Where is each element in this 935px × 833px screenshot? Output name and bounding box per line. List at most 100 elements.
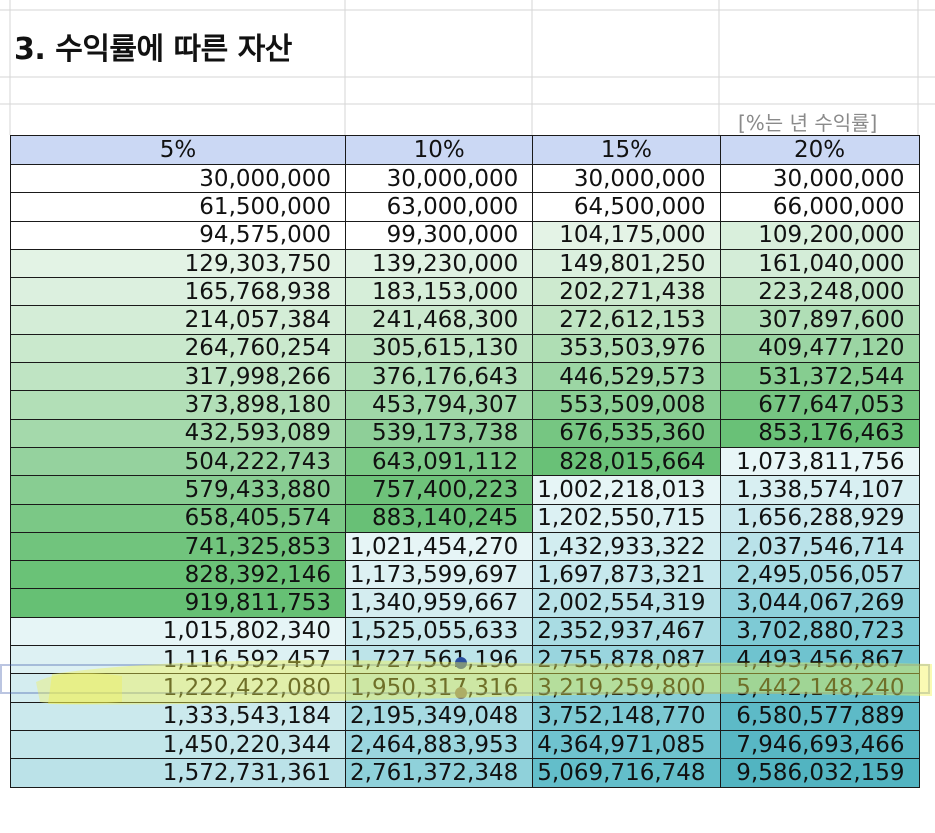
selection-handle-bottom[interactable] bbox=[455, 687, 467, 699]
table-cell[interactable]: 2,755,878,087 bbox=[532, 645, 721, 675]
table-cell[interactable]: 99,300,000 bbox=[344, 220, 534, 250]
header-cell-10pct[interactable]: 10% bbox=[344, 135, 534, 165]
table-cell[interactable]: 214,057,384 bbox=[10, 305, 346, 335]
table-cell[interactable]: 1,002,218,013 bbox=[532, 475, 721, 505]
table-cell[interactable]: 149,801,250 bbox=[532, 248, 721, 279]
table-cell[interactable]: 61,500,000 bbox=[10, 192, 346, 222]
table-cell[interactable]: 223,248,000 bbox=[719, 277, 920, 307]
table-cell[interactable]: 317,998,266 bbox=[10, 362, 346, 392]
table-cell[interactable]: 2,464,883,953 bbox=[344, 729, 534, 760]
table-cell[interactable]: 307,897,600 bbox=[719, 305, 920, 335]
table-cell[interactable]: 305,615,130 bbox=[344, 333, 534, 364]
table-cell[interactable]: 2,195,349,048 bbox=[344, 701, 534, 731]
table-cell[interactable]: 1,173,599,697 bbox=[344, 560, 534, 590]
table-cell[interactable]: 919,811,753 bbox=[10, 588, 346, 618]
table-row: 1,572,731,361 2,761,372,348 5,069,716,748 9… bbox=[10, 758, 920, 788]
table-cell[interactable]: 30,000,000 bbox=[10, 163, 346, 194]
table-row: 1,116,592,457 1,727,561,196 2,755,878,087 4… bbox=[10, 645, 920, 675]
header-cell-15pct[interactable]: 15% bbox=[532, 135, 721, 165]
table-cell[interactable]: 2,352,937,467 bbox=[532, 616, 721, 647]
table-cell[interactable]: 241,468,300 bbox=[344, 305, 534, 335]
table-cell[interactable]: 757,400,223 bbox=[344, 475, 534, 505]
rate-note: [%는 년 수익률] bbox=[738, 111, 878, 135]
table-cell[interactable]: 432,593,089 bbox=[10, 418, 346, 448]
table-cell[interactable]: 30,000,000 bbox=[344, 163, 534, 194]
table-cell[interactable]: 504,222,743 bbox=[10, 446, 346, 477]
table-cell[interactable]: 63,000,000 bbox=[344, 192, 534, 222]
table-cell[interactable]: 553,509,008 bbox=[532, 390, 721, 420]
table-cell[interactable]: 3,219,259,800 bbox=[532, 673, 721, 703]
table-cell[interactable]: 539,173,738 bbox=[344, 418, 534, 448]
table-cell[interactable]: 3,702,880,723 bbox=[719, 616, 920, 647]
table-cell[interactable]: 1,727,561,196 bbox=[344, 645, 534, 675]
table-cell[interactable]: 1,697,873,321 bbox=[532, 560, 721, 590]
table-cell[interactable]: 1,950,317,316 bbox=[344, 673, 534, 703]
table-cell[interactable]: 376,176,643 bbox=[344, 362, 534, 392]
table-cell[interactable]: 883,140,245 bbox=[344, 503, 534, 533]
table-cell[interactable]: 1,450,220,344 bbox=[10, 729, 346, 760]
table-cell[interactable]: 129,303,750 bbox=[10, 248, 346, 279]
table-cell[interactable]: 1,021,454,270 bbox=[344, 531, 534, 562]
table-cell[interactable]: 1,116,592,457 bbox=[10, 645, 346, 675]
table-cell[interactable]: 7,946,693,466 bbox=[719, 729, 920, 760]
table-cell[interactable]: 2,761,372,348 bbox=[344, 758, 534, 788]
table-cell[interactable]: 4,493,456,867 bbox=[719, 645, 920, 675]
table-cell[interactable]: 66,000,000 bbox=[719, 192, 920, 222]
table-cell[interactable]: 264,760,254 bbox=[10, 333, 346, 364]
table-cell[interactable]: 828,392,146 bbox=[10, 560, 346, 590]
table-cell[interactable]: 409,477,120 bbox=[719, 333, 920, 364]
table-cell[interactable]: 531,372,544 bbox=[719, 362, 920, 392]
table-cell[interactable]: 828,015,664 bbox=[532, 446, 721, 477]
table-cell[interactable]: 1,333,543,184 bbox=[10, 701, 346, 731]
table-cell[interactable]: 658,405,574 bbox=[10, 503, 346, 533]
table-cell[interactable]: 373,898,180 bbox=[10, 390, 346, 420]
table-cell[interactable]: 94,575,000 bbox=[10, 220, 346, 250]
table-cell[interactable]: 1,015,802,340 bbox=[10, 616, 346, 647]
table-cell[interactable]: 6,580,577,889 bbox=[719, 701, 920, 731]
table-cell[interactable]: 579,433,880 bbox=[10, 475, 346, 505]
table-cell[interactable]: 202,271,438 bbox=[532, 277, 721, 307]
table-cell[interactable]: 5,069,716,748 bbox=[532, 758, 721, 788]
table-cell[interactable]: 1,340,959,667 bbox=[344, 588, 534, 618]
table-cell[interactable]: 4,364,971,085 bbox=[532, 729, 721, 760]
header-cell-5pct[interactable]: 5% bbox=[10, 135, 346, 165]
table-cell[interactable]: 5,442,148,240 bbox=[719, 673, 920, 703]
table-cell[interactable]: 1,202,550,715 bbox=[532, 503, 721, 533]
table-row: 741,325,853 1,021,454,270 1,432,933,322 2,0… bbox=[10, 531, 920, 562]
table-cell[interactable]: 453,794,307 bbox=[344, 390, 534, 420]
table-cell[interactable]: 272,612,153 bbox=[532, 305, 721, 335]
table-cell[interactable]: 1,073,811,756 bbox=[719, 446, 920, 477]
table-cell[interactable]: 741,325,853 bbox=[10, 531, 346, 562]
table-cell[interactable]: 2,495,056,057 bbox=[719, 560, 920, 590]
table-cell[interactable]: 677,647,053 bbox=[719, 390, 920, 420]
table-cell[interactable]: 3,044,067,269 bbox=[719, 588, 920, 618]
table-cell[interactable]: 139,230,000 bbox=[344, 248, 534, 279]
table-cell[interactable]: 161,040,000 bbox=[719, 248, 920, 279]
table-cell[interactable]: 183,153,000 bbox=[344, 277, 534, 307]
table-cell[interactable]: 1,338,574,107 bbox=[719, 475, 920, 505]
table-cell[interactable]: 1,222,422,080 bbox=[10, 673, 346, 703]
table-cell[interactable]: 3,752,148,770 bbox=[532, 701, 721, 731]
table-cell[interactable]: 643,091,112 bbox=[344, 446, 534, 477]
table-cell[interactable]: 1,432,933,322 bbox=[532, 531, 721, 562]
table-cell[interactable]: 104,175,000 bbox=[532, 220, 721, 250]
table-cell[interactable]: 9,586,032,159 bbox=[719, 758, 920, 788]
table-cell[interactable]: 109,200,000 bbox=[719, 220, 920, 250]
table-cell[interactable]: 446,529,573 bbox=[532, 362, 721, 392]
header-cell-20pct[interactable]: 20% bbox=[719, 135, 920, 165]
table-cell[interactable]: 64,500,000 bbox=[532, 192, 721, 222]
table-cell[interactable]: 2,002,554,319 bbox=[532, 588, 721, 618]
table-cell[interactable]: 1,656,288,929 bbox=[719, 503, 920, 533]
table-cell[interactable]: 853,176,463 bbox=[719, 418, 920, 448]
table-cell[interactable]: 1,525,055,633 bbox=[344, 616, 534, 647]
table-cell[interactable]: 1,572,731,361 bbox=[10, 758, 346, 788]
selection-handle-top[interactable] bbox=[455, 657, 467, 669]
table-cell[interactable]: 30,000,000 bbox=[532, 163, 721, 194]
table-cell[interactable]: 165,768,938 bbox=[10, 277, 346, 307]
table-cell[interactable]: 676,535,360 bbox=[532, 418, 721, 448]
table-body: 30,000,000 30,000,000 30,000,000 30,000,000… bbox=[10, 163, 920, 788]
table-cell[interactable]: 30,000,000 bbox=[719, 163, 920, 194]
table-cell[interactable]: 2,037,546,714 bbox=[719, 531, 920, 562]
table-row: 1,333,543,184 2,195,349,048 3,752,148,770 6… bbox=[10, 701, 920, 731]
table-cell[interactable]: 353,503,976 bbox=[532, 333, 721, 364]
